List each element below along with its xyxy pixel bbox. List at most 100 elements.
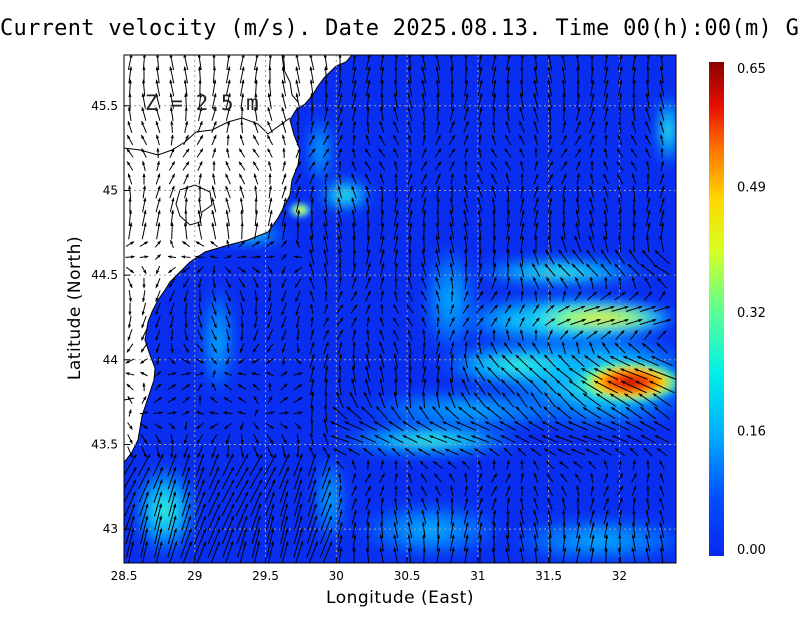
current-vector <box>281 185 287 199</box>
current-vector <box>463 106 469 121</box>
current-vector <box>267 315 273 329</box>
current-vector <box>575 106 581 121</box>
current-vector <box>254 185 258 199</box>
y-tick-label: 43.5 <box>91 437 118 451</box>
current-vector <box>561 222 566 240</box>
current-vector <box>309 235 314 253</box>
current-vector <box>505 106 510 121</box>
current-vector <box>253 315 258 329</box>
current-vector <box>583 319 601 325</box>
current-vector <box>364 161 372 171</box>
current-vector <box>421 316 427 327</box>
current-vector <box>296 329 300 342</box>
current-vector <box>611 306 629 312</box>
current-vector <box>293 372 303 376</box>
current-vector <box>492 262 497 278</box>
colorbar-tick-label: 0.49 <box>737 180 766 195</box>
current-vector <box>322 148 330 158</box>
current-vector <box>659 66 664 84</box>
current-vector <box>618 459 622 470</box>
current-vector <box>545 304 555 314</box>
current-vector <box>240 315 244 329</box>
current-vector <box>393 304 399 314</box>
current-vector <box>128 290 132 303</box>
current-vector <box>141 120 147 133</box>
current-vector <box>196 148 204 158</box>
current-vector <box>533 79 539 97</box>
current-vector <box>323 353 329 369</box>
current-vector <box>365 290 371 302</box>
current-vector <box>282 356 286 366</box>
current-vector <box>464 341 468 355</box>
current-vector <box>170 239 174 249</box>
current-vector <box>464 173 468 185</box>
current-vector <box>548 134 552 146</box>
current-vector <box>225 315 231 329</box>
current-vector <box>420 304 428 314</box>
current-vector <box>253 329 259 341</box>
current-vector <box>182 278 190 288</box>
current-vector <box>352 147 356 158</box>
current-vector <box>352 547 356 563</box>
current-vector <box>463 290 469 302</box>
current-vector <box>435 55 441 71</box>
current-vector <box>561 55 567 71</box>
current-vector <box>225 106 231 121</box>
current-vector <box>142 382 146 392</box>
current-vector <box>478 248 482 265</box>
current-vector <box>561 341 566 355</box>
current-vector <box>631 55 637 71</box>
current-vector <box>534 134 538 146</box>
current-vector <box>323 341 329 355</box>
current-vector <box>407 329 413 341</box>
current-vector <box>183 66 189 84</box>
current-vector <box>379 248 385 265</box>
current-vector <box>477 185 483 199</box>
current-vector <box>365 276 371 290</box>
current-vector <box>422 547 426 563</box>
current-vector <box>506 197 510 213</box>
current-vector <box>653 264 671 276</box>
current-vector <box>574 148 582 158</box>
current-vector <box>181 372 191 376</box>
current-vector <box>520 197 525 213</box>
current-vector <box>267 265 273 275</box>
current-vector <box>601 342 611 354</box>
current-vector <box>294 266 302 274</box>
current-vector <box>225 222 230 240</box>
current-vector <box>476 353 484 368</box>
current-vector <box>450 173 454 185</box>
current-vector <box>238 161 246 171</box>
current-vector <box>547 341 553 355</box>
current-vector <box>225 290 231 302</box>
current-vector <box>351 106 357 121</box>
current-vector <box>407 290 413 302</box>
current-vector <box>310 106 314 121</box>
current-vector <box>324 276 328 290</box>
current-vector <box>351 276 357 290</box>
current-vector <box>198 173 202 185</box>
current-vector <box>224 266 232 274</box>
current-vector <box>545 249 555 265</box>
current-vector <box>597 306 615 312</box>
current-vector <box>253 173 259 185</box>
current-vector <box>394 197 399 213</box>
current-vector <box>379 365 385 382</box>
current-vector <box>226 134 230 146</box>
current-vector <box>533 209 539 227</box>
current-vector <box>463 329 469 341</box>
current-vector <box>463 120 469 133</box>
current-vector <box>547 185 553 199</box>
current-vector <box>519 304 525 314</box>
current-vector <box>338 173 342 185</box>
current-vector <box>352 262 357 278</box>
current-vector <box>226 343 230 354</box>
current-vector <box>646 185 651 199</box>
current-vector <box>421 79 427 97</box>
river-outline <box>281 55 299 103</box>
current-vector <box>590 173 594 185</box>
current-vector <box>197 209 202 227</box>
current-vector <box>268 185 272 199</box>
current-vector <box>225 173 231 185</box>
current-vector <box>140 343 148 353</box>
